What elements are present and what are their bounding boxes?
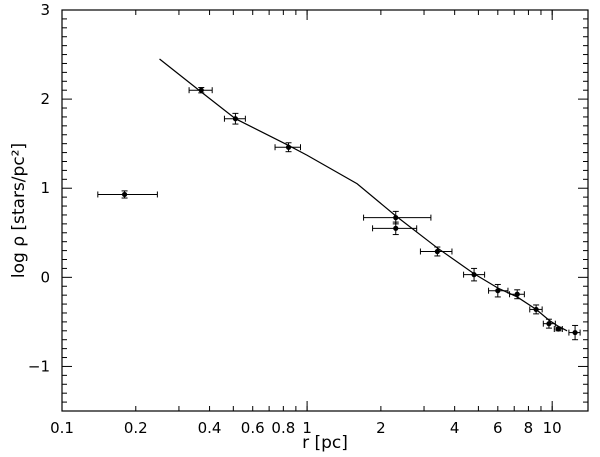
point-marker — [514, 291, 520, 297]
y-tick-label: 0 — [40, 268, 50, 286]
point-marker — [546, 321, 552, 327]
plot-frame — [61, 9, 589, 412]
x-axis-label: r [pc] — [302, 433, 348, 453]
tick-labels: 0.1 0.2 0.4 0.6 0.8 1 2 4 6 8 10 −1 0 1 2 3 — [28, 1, 562, 437]
data-point — [97, 190, 158, 199]
point-marker — [572, 329, 578, 336]
point-marker — [285, 144, 292, 150]
x-tick-label: 0.2 — [124, 419, 148, 437]
point-marker — [434, 248, 440, 255]
data-point — [188, 87, 213, 94]
x-tick-label: 6 — [493, 419, 503, 437]
data-point — [372, 221, 418, 236]
x-tick-label: 0.4 — [198, 419, 222, 437]
point-marker — [495, 288, 501, 294]
data-point — [553, 326, 563, 333]
data-point — [463, 267, 486, 282]
point-marker — [121, 191, 128, 198]
data-point — [542, 318, 556, 329]
y-axis-label: log ρ [stars/pc²] — [9, 143, 29, 278]
x-tick-label: 8 — [524, 419, 534, 437]
x-tick-label: 0.1 — [50, 419, 74, 437]
data-point — [419, 246, 453, 257]
point-marker — [393, 215, 399, 221]
point-marker — [393, 225, 399, 231]
x-tick-label: 1 — [302, 419, 312, 437]
point-marker — [471, 272, 477, 278]
data-point — [509, 289, 525, 300]
y-tick-label: 3 — [40, 1, 50, 19]
x-tick-label: 2 — [376, 419, 386, 437]
fit-line — [159, 58, 568, 332]
y-tick-label: −1 — [28, 357, 50, 375]
point-marker — [533, 306, 539, 313]
power-law-fit — [159, 58, 568, 332]
x-tick-label: 10 — [543, 419, 562, 437]
x-tick-label: 4 — [450, 419, 460, 437]
data-points — [97, 87, 581, 341]
y-tick-label: 2 — [40, 90, 50, 108]
data-point — [529, 304, 543, 315]
data-point — [274, 142, 302, 153]
x-tick-label: 0.6 — [241, 419, 265, 437]
x-tick-label: 0.8 — [271, 419, 295, 437]
data-point — [488, 283, 509, 298]
y-tick-label: 1 — [40, 179, 50, 197]
axis-ticks — [61, 10, 588, 411]
point-marker — [555, 326, 561, 332]
data-point — [223, 112, 246, 125]
point-marker — [198, 87, 204, 93]
point-marker — [232, 116, 239, 122]
data-point — [568, 324, 581, 341]
